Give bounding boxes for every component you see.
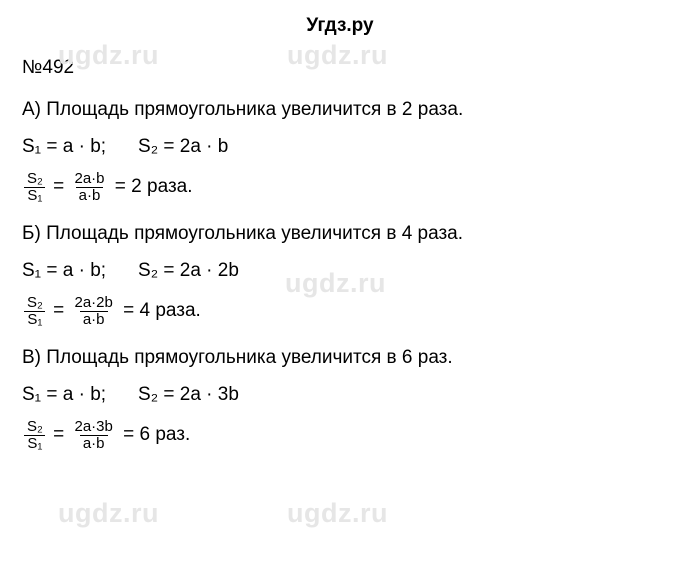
ratio-right-den: a·b [80,435,108,452]
part-a-ratio: S₂ S₁ = 2a·b a·b = 2 раза. [22,171,658,204]
equals: = [48,299,70,323]
ratio-right-den: a·b [76,187,104,204]
equals: = [48,423,70,447]
ratio-right-num: 2a·2b [71,295,115,311]
ratio-right-den: a·b [80,311,108,328]
part-c-result-text: = 6 раз. [123,423,190,447]
part-c-equations: S₁ = a · b; S₂ = 2a · 3b [22,383,658,407]
ratio-left-num: S₂ [24,171,46,187]
part-b-statement: Б) Площадь прямоугольника увеличится в 4… [22,222,658,246]
part-b-result-text: = 4 раза. [123,299,201,323]
exercise-number: №492 [22,56,658,80]
page: Угдз.ру №492 А) Площадь прямоугольника у… [0,0,680,452]
part-b-ratio: S₂ S₁ = 2a·2b a·b = 4 раза. [22,295,658,328]
part-c-text: Площадь прямоугольника увеличится в 6 ра… [46,347,452,368]
part-c-statement: В) Площадь прямоугольника увеличится в 6… [22,346,658,370]
ratio-right: 2a·2b a·b [71,295,115,328]
watermark: ugdz.ru [287,498,388,529]
part-a-statement: А) Площадь прямоугольника увеличится в 2… [22,98,658,122]
ratio-left: S₂ S₁ [24,171,46,204]
ratio-left-num: S₂ [24,419,46,435]
part-b-s1: S₁ = a · b; [22,259,106,283]
ratio-right-num: 2a·b [71,171,107,187]
part-a-equations: S₁ = a · b; S₂ = 2a · b [22,135,658,159]
part-a-label: А) [22,99,41,120]
watermark: ugdz.ru [58,498,159,529]
part-b-label: Б) [22,223,41,244]
part-b-equations: S₁ = a · b; S₂ = 2a · 2b [22,259,658,283]
ratio-right: 2a·3b a·b [71,419,115,452]
ratio-right-num: 2a·3b [71,419,115,435]
ratio-left-num: S₂ [24,295,46,311]
ratio-left-den: S₁ [24,435,45,452]
part-a-text: Площадь прямоугольника увеличится в 2 ра… [46,99,463,120]
ratio-left: S₂ S₁ [24,295,46,328]
part-c-label: В) [22,347,41,368]
equals: = [48,175,70,199]
part-a-s2: S₂ = 2a · b [138,135,228,159]
ratio-left-den: S₁ [24,311,45,328]
ratio-left-den: S₁ [24,187,45,204]
part-a-s1: S₁ = a · b; [22,135,106,159]
part-b-text: Площадь прямоугольника увеличится в 4 ра… [46,223,463,244]
ratio-right: 2a·b a·b [71,171,107,204]
site-header: Угдз.ру [22,14,658,38]
ratio-left: S₂ S₁ [24,419,46,452]
part-c-s1: S₁ = a · b; [22,383,106,407]
part-c-s2: S₂ = 2a · 3b [138,383,239,407]
part-c-ratio: S₂ S₁ = 2a·3b a·b = 6 раз. [22,419,658,452]
part-b-s2: S₂ = 2a · 2b [138,259,239,283]
part-a-result-text: = 2 раза. [115,175,193,199]
